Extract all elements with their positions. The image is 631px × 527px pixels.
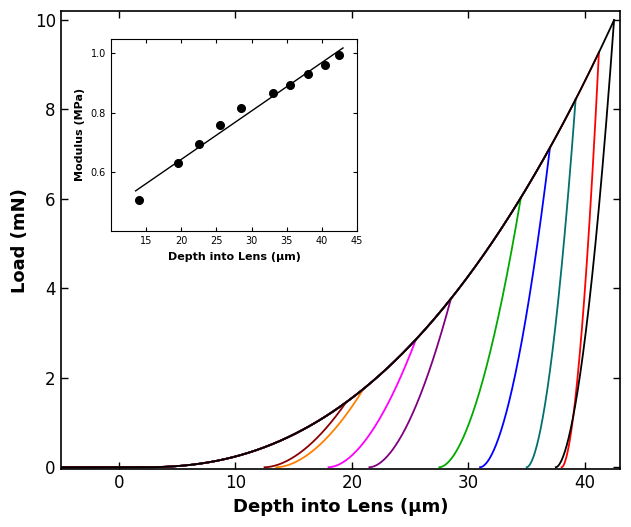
Y-axis label: Load (mN): Load (mN)	[11, 188, 29, 292]
X-axis label: Depth into Lens (μm): Depth into Lens (μm)	[232, 498, 448, 516]
